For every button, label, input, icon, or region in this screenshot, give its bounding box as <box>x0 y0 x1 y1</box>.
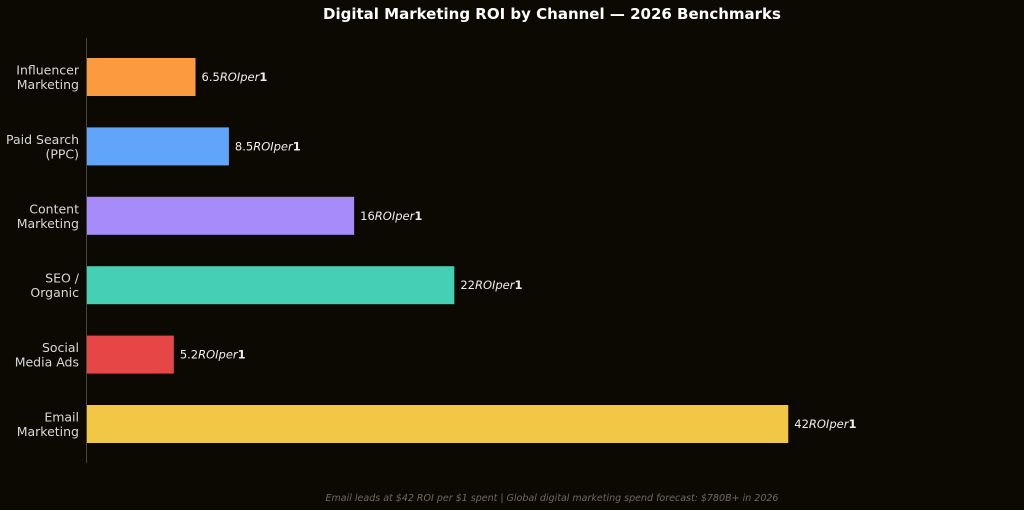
category-label: Content Marketing <box>17 201 79 231</box>
chart-footnote: Email leads at $42 ROI per $1 spent | Gl… <box>326 493 779 504</box>
value-label: 16ROIper1 <box>360 209 422 223</box>
category-label: SEO / Organic <box>30 271 79 301</box>
bar <box>87 196 355 235</box>
bar <box>87 266 455 305</box>
bar <box>87 58 196 96</box>
category-label: Email Marketing <box>17 410 79 440</box>
value-label: 5.2ROIper1 <box>180 348 246 362</box>
category-label: Social Media Ads <box>15 340 79 370</box>
bar <box>87 335 174 374</box>
chart-title: Digital Marketing ROI by Channel — 2026 … <box>323 5 781 23</box>
category-label: Influencer Marketing <box>16 63 80 93</box>
value-label: 22ROIper1 <box>460 278 522 292</box>
bar <box>87 127 229 166</box>
bars-group: Influencer Marketing 6.5ROIper1 Paid Search… <box>6 58 856 443</box>
category-label: Paid Search (PPC) <box>6 132 79 162</box>
bar <box>87 405 789 443</box>
value-label: 42ROIper1 <box>794 417 856 431</box>
value-label: 8.5ROIper1 <box>235 139 301 153</box>
value-label: 6.5ROIper1 <box>202 70 268 84</box>
